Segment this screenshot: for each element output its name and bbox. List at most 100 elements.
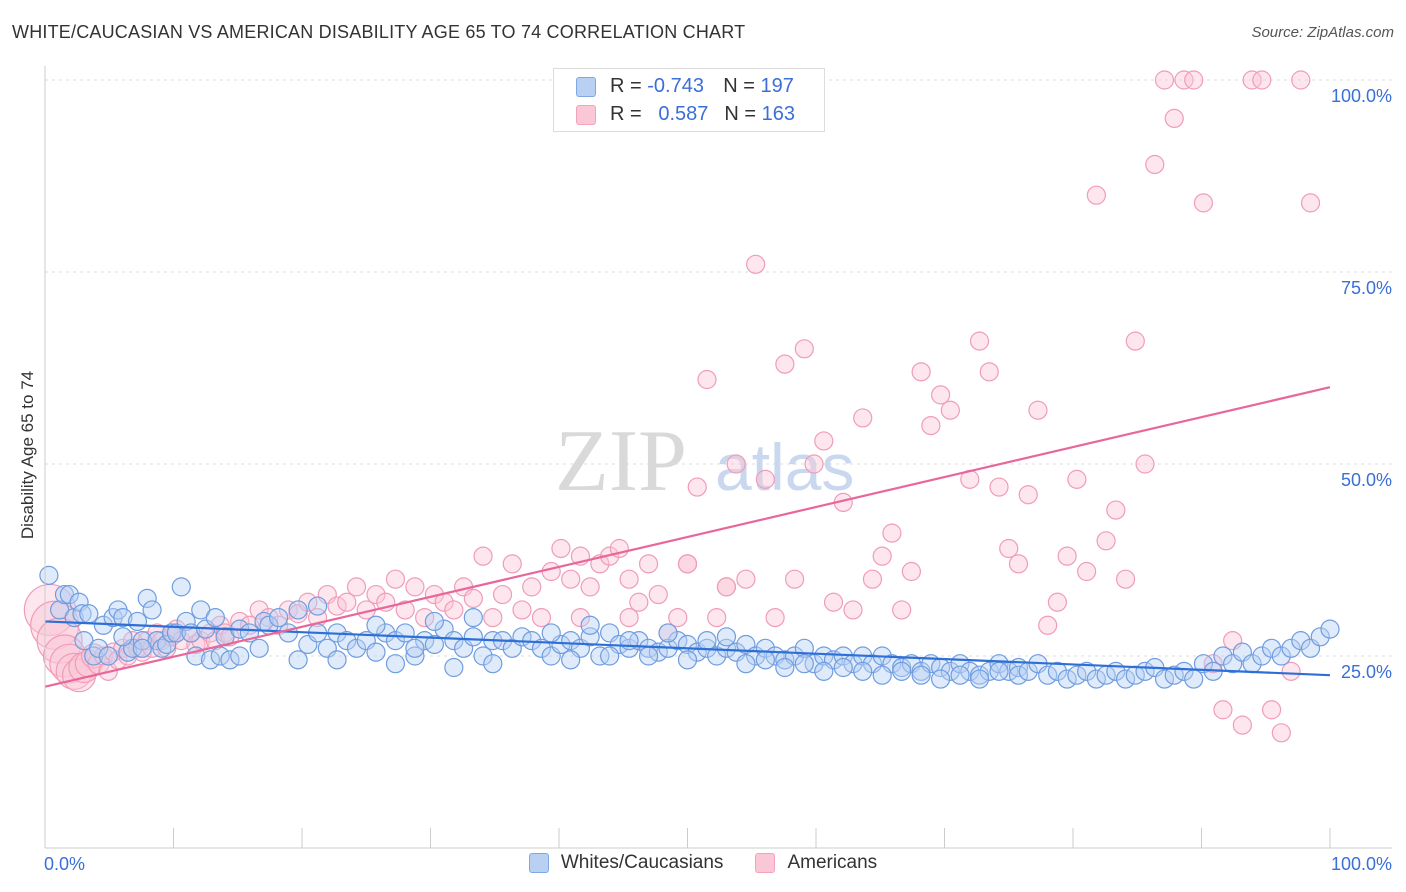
white-point — [755, 650, 775, 670]
american-point — [872, 546, 892, 566]
white-point — [1271, 646, 1291, 666]
white-point — [424, 611, 444, 632]
legend-item-americans: Americans — [755, 852, 877, 874]
legend-r-label: R = — [610, 75, 642, 97]
american-point — [366, 584, 386, 605]
american-point — [1106, 500, 1126, 520]
x-tick-label: 0.0% — [44, 854, 85, 874]
white-point — [1261, 638, 1282, 658]
american-point — [931, 385, 951, 405]
white-point — [39, 565, 59, 585]
white-point — [716, 627, 737, 647]
white-point — [366, 615, 386, 635]
white-point — [833, 657, 853, 678]
legend-n-label: N = — [724, 103, 757, 125]
white-point — [132, 638, 152, 658]
white-point — [200, 650, 221, 670]
trend-line-americans — [44, 386, 1331, 688]
white-point — [600, 646, 620, 666]
watermark-atlas: atlas — [715, 430, 854, 504]
white-point — [775, 657, 795, 678]
american-point — [989, 477, 1009, 497]
white-point — [269, 607, 289, 628]
legend-swatch-americans — [755, 853, 776, 873]
american-point — [1271, 723, 1291, 743]
white-point — [697, 631, 717, 651]
american-point — [36, 617, 83, 664]
american-point — [921, 416, 941, 436]
american-point — [697, 369, 717, 390]
white-point — [1193, 654, 1214, 674]
axes: 0.0% 100.0% — [44, 66, 1392, 874]
white-point — [1038, 665, 1058, 685]
white-point — [132, 631, 152, 651]
american-point — [1203, 654, 1223, 674]
american-point — [385, 569, 406, 589]
white-point — [561, 650, 581, 670]
american-point — [1174, 70, 1194, 90]
white-point — [814, 646, 834, 666]
american-point — [551, 538, 571, 559]
american-point — [638, 554, 659, 574]
white-point — [463, 607, 483, 628]
white-point — [483, 654, 503, 674]
white-point — [385, 654, 406, 674]
white-point — [794, 654, 814, 674]
white-point — [98, 646, 118, 666]
series-legend: Whites/Caucasians Americans — [0, 852, 1406, 874]
american-point — [1077, 561, 1097, 582]
legend-n-americans: 163 — [761, 103, 795, 125]
white-point — [1252, 646, 1272, 666]
white-point — [1115, 669, 1136, 689]
american-point — [1047, 592, 1068, 612]
american-point — [775, 354, 795, 374]
white-point — [1008, 665, 1029, 685]
white-point — [395, 623, 415, 643]
white-point — [1154, 669, 1175, 689]
legend-n-whites: 197 — [760, 75, 794, 97]
american-point — [463, 588, 483, 609]
white-point — [1184, 669, 1204, 689]
white-point — [444, 657, 464, 678]
legend-label-americans: Americans — [787, 852, 878, 873]
y-tick-label: 25.0% — [1341, 662, 1392, 682]
american-point — [979, 362, 999, 382]
american-point — [561, 569, 581, 589]
american-point — [862, 569, 883, 589]
legend-row-whites: R = -0.743 N = 197 — [576, 75, 794, 98]
american-point — [1164, 108, 1184, 129]
white-point — [1291, 631, 1311, 651]
white-point — [405, 638, 425, 658]
white-point — [775, 650, 795, 670]
american-point — [1252, 70, 1272, 90]
white-point — [161, 623, 182, 643]
american-point — [1261, 700, 1282, 720]
white-point — [668, 631, 688, 651]
american-point — [492, 584, 513, 605]
american-point — [522, 577, 542, 597]
white-point — [1057, 669, 1077, 689]
white-point — [1077, 661, 1097, 681]
chart-title: WHITE/CAUCASIAN VS AMERICAN DISABILITY A… — [12, 22, 746, 42]
correlation-legend: R = -0.743 N = 197 R = 0.587 N = 163 — [553, 68, 825, 132]
american-point — [999, 538, 1019, 559]
white-point — [171, 577, 191, 597]
x-tick-label: 100.0% — [1331, 854, 1392, 874]
american-point — [784, 569, 805, 589]
american-point — [346, 577, 367, 597]
white-point — [677, 650, 698, 670]
american-point — [707, 607, 727, 628]
white-point — [1174, 661, 1194, 681]
white-point — [872, 665, 892, 685]
american-point — [687, 477, 707, 497]
american-point — [1184, 70, 1204, 90]
american-point — [395, 600, 415, 620]
y-tick-label: 50.0% — [1341, 470, 1392, 490]
american-point — [570, 607, 591, 628]
american-point — [580, 577, 600, 597]
american-point — [804, 454, 824, 474]
american-point — [629, 592, 649, 612]
white-point — [205, 607, 225, 628]
white-point — [892, 661, 912, 681]
